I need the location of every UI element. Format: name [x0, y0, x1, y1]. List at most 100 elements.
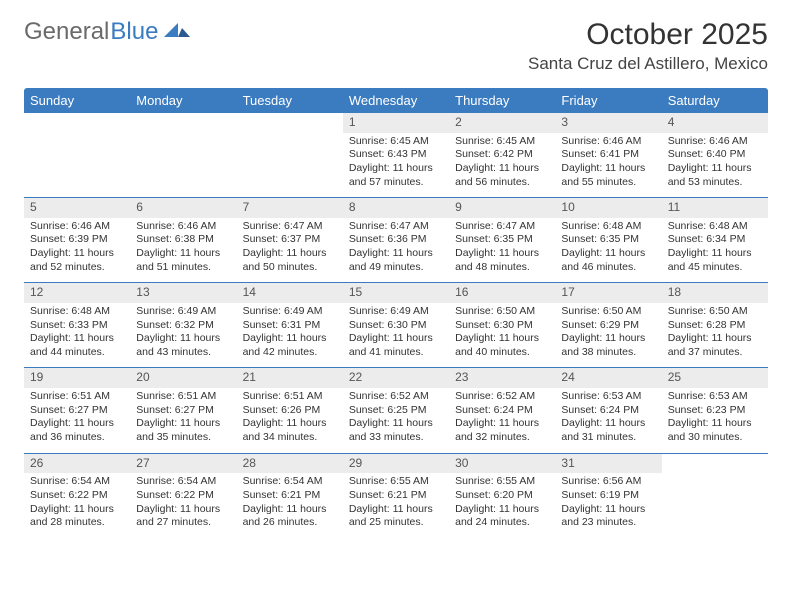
day-number: 14: [237, 283, 343, 303]
header: GeneralBlue October 2025 Santa Cruz del …: [24, 18, 768, 74]
calendar-week-row: 19Sunrise: 6:51 AMSunset: 6:27 PMDayligh…: [24, 368, 768, 453]
day-number: 3: [555, 113, 661, 133]
day-body: Sunrise: 6:54 AMSunset: 6:22 PMDaylight:…: [24, 473, 130, 538]
day-number: 29: [343, 454, 449, 474]
calendar-day-cell: 1Sunrise: 6:45 AMSunset: 6:43 PMDaylight…: [343, 113, 449, 198]
day-number: 10: [555, 198, 661, 218]
day-number: 28: [237, 454, 343, 474]
weekday-header: Sunday: [24, 88, 130, 113]
day-body: Sunrise: 6:51 AMSunset: 6:26 PMDaylight:…: [237, 388, 343, 453]
day-number: 8: [343, 198, 449, 218]
calendar-day-cell: 11Sunrise: 6:48 AMSunset: 6:34 PMDayligh…: [662, 198, 768, 283]
day-number: 18: [662, 283, 768, 303]
calendar-day-cell: 21Sunrise: 6:51 AMSunset: 6:26 PMDayligh…: [237, 368, 343, 453]
weekday-header: Tuesday: [237, 88, 343, 113]
day-body: Sunrise: 6:52 AMSunset: 6:25 PMDaylight:…: [343, 388, 449, 453]
weekday-header: Monday: [130, 88, 236, 113]
calendar-day-cell: 26Sunrise: 6:54 AMSunset: 6:22 PMDayligh…: [24, 453, 130, 538]
calendar-day-cell: 5Sunrise: 6:46 AMSunset: 6:39 PMDaylight…: [24, 198, 130, 283]
day-number: 30: [449, 454, 555, 474]
day-body: Sunrise: 6:48 AMSunset: 6:34 PMDaylight:…: [662, 218, 768, 283]
day-body: Sunrise: 6:48 AMSunset: 6:35 PMDaylight:…: [555, 218, 661, 283]
day-body: Sunrise: 6:48 AMSunset: 6:33 PMDaylight:…: [24, 303, 130, 368]
day-body: Sunrise: 6:49 AMSunset: 6:32 PMDaylight:…: [130, 303, 236, 368]
weekday-header: Saturday: [662, 88, 768, 113]
calendar-day-cell: 4Sunrise: 6:46 AMSunset: 6:40 PMDaylight…: [662, 113, 768, 198]
day-number: 23: [449, 368, 555, 388]
day-body: Sunrise: 6:46 AMSunset: 6:39 PMDaylight:…: [24, 218, 130, 283]
day-body: Sunrise: 6:49 AMSunset: 6:31 PMDaylight:…: [237, 303, 343, 368]
day-number: 25: [662, 368, 768, 388]
calendar-table: SundayMondayTuesdayWednesdayThursdayFrid…: [24, 88, 768, 538]
day-number: 6: [130, 198, 236, 218]
day-body: Sunrise: 6:52 AMSunset: 6:24 PMDaylight:…: [449, 388, 555, 453]
day-body: Sunrise: 6:51 AMSunset: 6:27 PMDaylight:…: [24, 388, 130, 453]
day-number: 4: [662, 113, 768, 133]
calendar-day-cell: 13Sunrise: 6:49 AMSunset: 6:32 PMDayligh…: [130, 283, 236, 368]
calendar-day-cell: 10Sunrise: 6:48 AMSunset: 6:35 PMDayligh…: [555, 198, 661, 283]
month-title: October 2025: [528, 18, 768, 52]
calendar-day-cell: 22Sunrise: 6:52 AMSunset: 6:25 PMDayligh…: [343, 368, 449, 453]
day-body: Sunrise: 6:46 AMSunset: 6:40 PMDaylight:…: [662, 133, 768, 198]
day-body: Sunrise: 6:50 AMSunset: 6:28 PMDaylight:…: [662, 303, 768, 368]
calendar-day-cell: 12Sunrise: 6:48 AMSunset: 6:33 PMDayligh…: [24, 283, 130, 368]
calendar-day-cell: 16Sunrise: 6:50 AMSunset: 6:30 PMDayligh…: [449, 283, 555, 368]
day-body: Sunrise: 6:54 AMSunset: 6:21 PMDaylight:…: [237, 473, 343, 538]
calendar-day-cell: 31Sunrise: 6:56 AMSunset: 6:19 PMDayligh…: [555, 453, 661, 538]
calendar-day-cell: .: [130, 113, 236, 198]
day-body: Sunrise: 6:46 AMSunset: 6:41 PMDaylight:…: [555, 133, 661, 198]
calendar-day-cell: 19Sunrise: 6:51 AMSunset: 6:27 PMDayligh…: [24, 368, 130, 453]
day-body: Sunrise: 6:56 AMSunset: 6:19 PMDaylight:…: [555, 473, 661, 538]
day-body: Sunrise: 6:45 AMSunset: 6:42 PMDaylight:…: [449, 133, 555, 198]
calendar-day-cell: .: [237, 113, 343, 198]
logo-icon: [164, 16, 190, 44]
calendar-day-cell: 2Sunrise: 6:45 AMSunset: 6:42 PMDaylight…: [449, 113, 555, 198]
location: Santa Cruz del Astillero, Mexico: [528, 54, 768, 74]
day-body: Sunrise: 6:55 AMSunset: 6:21 PMDaylight:…: [343, 473, 449, 538]
calendar-day-cell: .: [662, 453, 768, 538]
calendar-day-cell: 6Sunrise: 6:46 AMSunset: 6:38 PMDaylight…: [130, 198, 236, 283]
day-number: 13: [130, 283, 236, 303]
calendar-day-cell: 28Sunrise: 6:54 AMSunset: 6:21 PMDayligh…: [237, 453, 343, 538]
day-number: 11: [662, 198, 768, 218]
day-body: Sunrise: 6:55 AMSunset: 6:20 PMDaylight:…: [449, 473, 555, 538]
day-body: Sunrise: 6:54 AMSunset: 6:22 PMDaylight:…: [130, 473, 236, 538]
logo: GeneralBlue: [24, 18, 190, 46]
day-body: Sunrise: 6:46 AMSunset: 6:38 PMDaylight:…: [130, 218, 236, 283]
calendar-day-cell: 17Sunrise: 6:50 AMSunset: 6:29 PMDayligh…: [555, 283, 661, 368]
day-number: 16: [449, 283, 555, 303]
day-body: Sunrise: 6:47 AMSunset: 6:36 PMDaylight:…: [343, 218, 449, 283]
day-body: Sunrise: 6:47 AMSunset: 6:35 PMDaylight:…: [449, 218, 555, 283]
calendar-day-cell: 29Sunrise: 6:55 AMSunset: 6:21 PMDayligh…: [343, 453, 449, 538]
calendar-day-cell: 20Sunrise: 6:51 AMSunset: 6:27 PMDayligh…: [130, 368, 236, 453]
calendar-week-row: ...1Sunrise: 6:45 AMSunset: 6:43 PMDayli…: [24, 113, 768, 198]
calendar-day-cell: 15Sunrise: 6:49 AMSunset: 6:30 PMDayligh…: [343, 283, 449, 368]
calendar-week-row: 12Sunrise: 6:48 AMSunset: 6:33 PMDayligh…: [24, 283, 768, 368]
weekday-header: Friday: [555, 88, 661, 113]
weekday-header: Thursday: [449, 88, 555, 113]
calendar-day-cell: 23Sunrise: 6:52 AMSunset: 6:24 PMDayligh…: [449, 368, 555, 453]
day-number: 20: [130, 368, 236, 388]
logo-text-1: General: [24, 18, 109, 46]
day-number: 12: [24, 283, 130, 303]
day-number: 5: [24, 198, 130, 218]
calendar-week-row: 5Sunrise: 6:46 AMSunset: 6:39 PMDaylight…: [24, 198, 768, 283]
day-number: 1: [343, 113, 449, 133]
calendar-day-cell: 3Sunrise: 6:46 AMSunset: 6:41 PMDaylight…: [555, 113, 661, 198]
day-number: 26: [24, 454, 130, 474]
calendar-day-cell: 18Sunrise: 6:50 AMSunset: 6:28 PMDayligh…: [662, 283, 768, 368]
calendar-day-cell: 8Sunrise: 6:47 AMSunset: 6:36 PMDaylight…: [343, 198, 449, 283]
day-number: 19: [24, 368, 130, 388]
title-block: October 2025 Santa Cruz del Astillero, M…: [528, 18, 768, 74]
calendar-day-cell: 25Sunrise: 6:53 AMSunset: 6:23 PMDayligh…: [662, 368, 768, 453]
day-number: 22: [343, 368, 449, 388]
day-body: Sunrise: 6:49 AMSunset: 6:30 PMDaylight:…: [343, 303, 449, 368]
logo-text-2: Blue: [110, 18, 158, 46]
day-number: 27: [130, 454, 236, 474]
day-number: 9: [449, 198, 555, 218]
day-number: 24: [555, 368, 661, 388]
day-body: Sunrise: 6:53 AMSunset: 6:24 PMDaylight:…: [555, 388, 661, 453]
day-body: Sunrise: 6:45 AMSunset: 6:43 PMDaylight:…: [343, 133, 449, 198]
weekday-header-row: SundayMondayTuesdayWednesdayThursdayFrid…: [24, 88, 768, 113]
calendar-week-row: 26Sunrise: 6:54 AMSunset: 6:22 PMDayligh…: [24, 453, 768, 538]
